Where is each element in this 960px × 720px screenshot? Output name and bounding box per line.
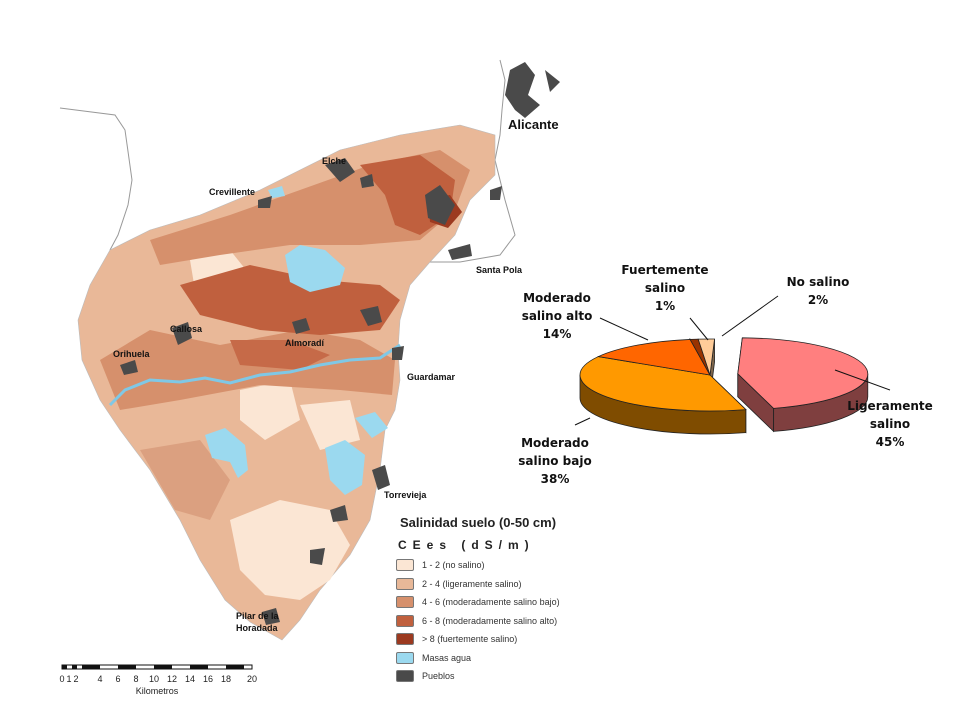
zone-no-salino — [230, 500, 350, 600]
legend-label: Masas agua — [422, 652, 472, 663]
water-body — [355, 412, 388, 438]
legend-item: 6 - 8 (moderadamente salino alto) — [396, 612, 560, 631]
pie-category-label: Moderado — [521, 436, 589, 450]
legend-title: Salinidad suelo (0-50 cm) — [400, 515, 557, 530]
scale-tick-label: 6 — [115, 674, 120, 684]
water-body — [268, 186, 285, 198]
place-pilar-line1: Pilar de la — [236, 611, 280, 621]
place-guardamar: Guardamar — [407, 372, 456, 382]
pie-leader-line — [834, 369, 891, 391]
pie-value-label: 45% — [876, 435, 905, 449]
pie-leader-line — [574, 417, 591, 426]
legend-item: 4 - 6 (moderadamente salino bajo) — [396, 593, 560, 612]
water-body — [285, 245, 345, 292]
place-santa-pola: Santa Pola — [476, 265, 523, 275]
legend-item: 2 - 4 (ligeramente salino) — [396, 575, 560, 594]
place-torrevieja: Torrevieja — [384, 490, 427, 500]
place-callosa: Callosa — [170, 324, 203, 334]
legend-item: Masas agua — [396, 649, 560, 668]
legend-swatch — [396, 670, 414, 683]
map-legend: 1 - 2 (no salino) 2 - 4 (ligeramente sal… — [396, 556, 560, 686]
province-boundary — [59, 107, 133, 251]
pie-leader-line — [689, 317, 709, 341]
towns — [120, 62, 560, 625]
water-body — [205, 428, 248, 478]
pie-value-label: 38% — [541, 472, 570, 486]
legend-label: Pueblos — [422, 671, 455, 682]
scale-bar: 0 1 2 4 6 8 10 12 14 16 18 20 Kilometros — [59, 664, 257, 696]
zone-moderado-alto — [230, 340, 330, 370]
scale-tick-label: 4 — [97, 674, 102, 684]
pie-category-label: salino — [645, 281, 685, 295]
scale-tick-label: 12 — [167, 674, 177, 684]
legend-item: Pueblos — [396, 667, 560, 686]
place-almoradi: Almoradí — [285, 338, 325, 348]
legend-swatch — [396, 633, 414, 646]
pie-category-label: Ligeramente — [847, 399, 933, 413]
place-crevillente: Crevillente — [209, 187, 255, 197]
pie-category-label: No salino — [787, 275, 850, 289]
coastline-north — [430, 59, 516, 263]
scale-tick-label: 18 — [221, 674, 231, 684]
scale-tick-label: 1 — [66, 674, 71, 684]
pie-category-label: Moderado — [523, 291, 591, 305]
scale-tick-label: 20 — [247, 674, 257, 684]
salinity-map: Alicante Elche Crevillente Santa Pola Ca… — [59, 59, 560, 696]
legend-label: > 8 (fuertemente salino) — [422, 634, 518, 645]
scale-tick-label: 10 — [149, 674, 159, 684]
legend-label: 4 - 6 (moderadamente salino bajo) — [422, 597, 560, 608]
place-elche: Elche — [322, 156, 346, 166]
pie-value-label: 2% — [808, 293, 828, 307]
river — [108, 343, 401, 407]
legend-item: 1 - 2 (no salino) — [396, 556, 560, 575]
legend-label: 2 - 4 (ligeramente salino) — [422, 578, 522, 589]
scale-tick-label: 14 — [185, 674, 195, 684]
zone-no-salino — [240, 380, 300, 440]
pie-slice — [697, 338, 715, 376]
scale-tick-label: 2 — [73, 674, 78, 684]
legend-swatch — [396, 596, 414, 609]
legend-swatch — [396, 614, 414, 627]
place-orihuela: Orihuela — [113, 349, 151, 359]
salinity-pie-chart: Ligeramente salino 45% Moderado salino bajo 3… — [518, 263, 933, 486]
pie-category-label: salino alto — [522, 309, 593, 323]
zone-no-salino — [300, 400, 360, 450]
zone-moderado-bajo — [140, 440, 230, 520]
place-alicante: Alicante — [508, 117, 559, 132]
legend-item: > 8 (fuertemente salino) — [396, 630, 560, 649]
pie-category-label: Fuertemente — [621, 263, 708, 277]
pie-slice — [737, 337, 869, 409]
legend-swatch — [396, 559, 414, 572]
pie-leader-line — [721, 295, 779, 337]
scale-unit: Kilometros — [136, 686, 179, 696]
pie-category-label: salino bajo — [518, 454, 591, 468]
legend-label: 6 - 8 (moderadamente salino alto) — [422, 615, 558, 626]
scale-tick-label: 8 — [133, 674, 138, 684]
pie-leader-line — [599, 317, 649, 341]
pie-value-label: 14% — [543, 327, 572, 341]
legend-label: 1 - 2 (no salino) — [422, 560, 485, 571]
pie-category-label: salino — [870, 417, 910, 431]
water-body — [325, 440, 365, 495]
pie-slice — [596, 339, 711, 376]
zone-moderado-bajo — [100, 330, 395, 410]
legend-swatch — [396, 651, 414, 664]
pie-slice — [579, 356, 747, 412]
legend-subtitle: CEes (dS/m) — [398, 538, 535, 552]
place-pilar-line2: Horadada — [236, 623, 279, 633]
pie-value-label: 1% — [655, 299, 675, 313]
scale-tick-label: 16 — [203, 674, 213, 684]
scale-tick-label: 0 — [59, 674, 64, 684]
legend-swatch — [396, 577, 414, 590]
zone-moderado-alto — [180, 265, 400, 335]
